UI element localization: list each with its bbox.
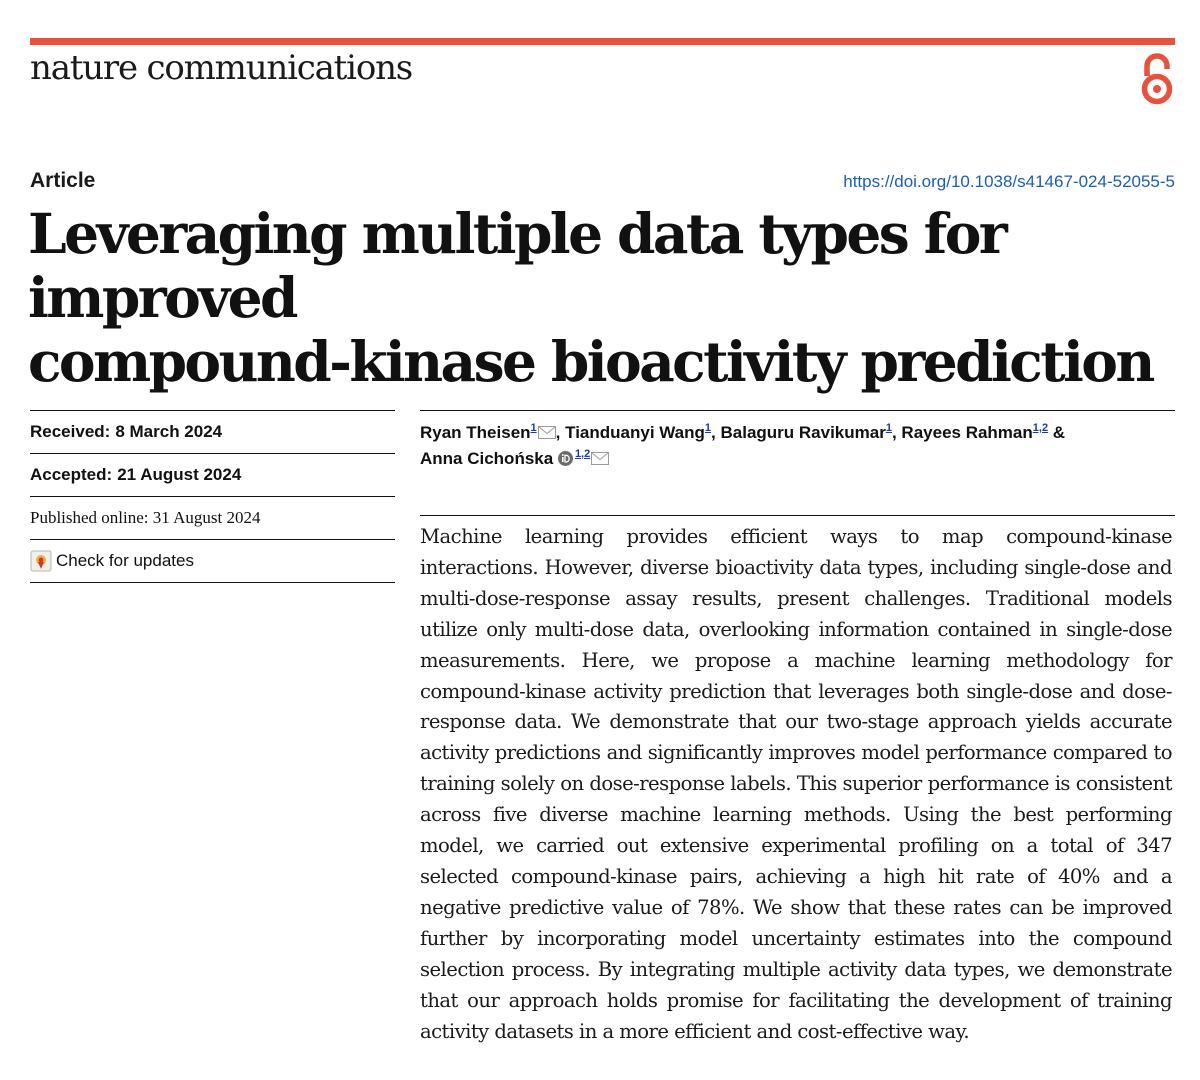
accepted-label: Accepted:	[30, 465, 113, 484]
article-dates: Received: 8 March 2024 Accepted: 21 Augu…	[30, 410, 395, 583]
author-affiliation[interactable]: 1	[530, 422, 537, 434]
author-name[interactable]: Ryan Theisen	[420, 423, 531, 442]
author-separator: ,	[891, 423, 902, 442]
abstract-text: Machine learning provides efficient ways…	[420, 525, 1173, 1043]
author-affiliation[interactable]: 1,2	[574, 448, 591, 460]
accepted-value: 21 August 2024	[117, 465, 242, 484]
title-line-1: Leveraging multiple data types for impro…	[28, 201, 1008, 330]
title-line-2: compound-kinase bioactivity prediction	[28, 329, 1155, 394]
author-affiliation[interactable]: 1	[704, 422, 712, 434]
author-separator: ,	[711, 423, 721, 442]
journal-accent-bar	[30, 38, 1175, 45]
author-affiliation[interactable]: 1,2	[1032, 422, 1049, 434]
received-value: 8 March 2024	[115, 422, 223, 441]
article-type: Article	[30, 169, 96, 192]
published-text: Published online: 31 August 2024	[30, 508, 261, 527]
authors-top-rule	[420, 410, 1175, 411]
open-access-icon	[1141, 53, 1173, 105]
author-name[interactable]: Tianduanyi Wang	[565, 423, 705, 442]
abstract-top-rule	[420, 515, 1175, 516]
received-label: Received:	[30, 422, 111, 441]
article-title: Leveraging multiple data types for impro…	[28, 202, 1178, 394]
check-updates-label: Check for updates	[56, 551, 194, 570]
author-separator: &	[1048, 423, 1066, 442]
check-updates-icon	[30, 550, 52, 572]
email-icon[interactable]	[591, 452, 610, 465]
accepted-date: Accepted: 21 August 2024	[30, 453, 395, 496]
doi-link[interactable]: https://doi.org/10.1038/s41467-024-52055…	[843, 172, 1175, 191]
author-name[interactable]: Balaguru Ravikumar	[720, 423, 886, 442]
orcid-icon[interactable]	[557, 451, 573, 466]
author-name[interactable]: Anna Cichońska	[420, 449, 554, 468]
author-name[interactable]: Rayees Rahman	[901, 423, 1033, 442]
email-icon[interactable]	[537, 426, 556, 439]
published-date: Published online: 31 August 2024	[30, 496, 395, 539]
check-for-updates-button[interactable]: Check for updates	[30, 539, 395, 583]
author-separator: ,	[555, 423, 566, 442]
received-date: Received: 8 March 2024	[30, 410, 395, 453]
author-affiliation[interactable]: 1	[885, 422, 892, 434]
journal-name[interactable]: nature communications	[30, 48, 413, 88]
author-list: Ryan Theisen1, Tianduanyi Wang1, Balagur…	[420, 420, 1175, 472]
